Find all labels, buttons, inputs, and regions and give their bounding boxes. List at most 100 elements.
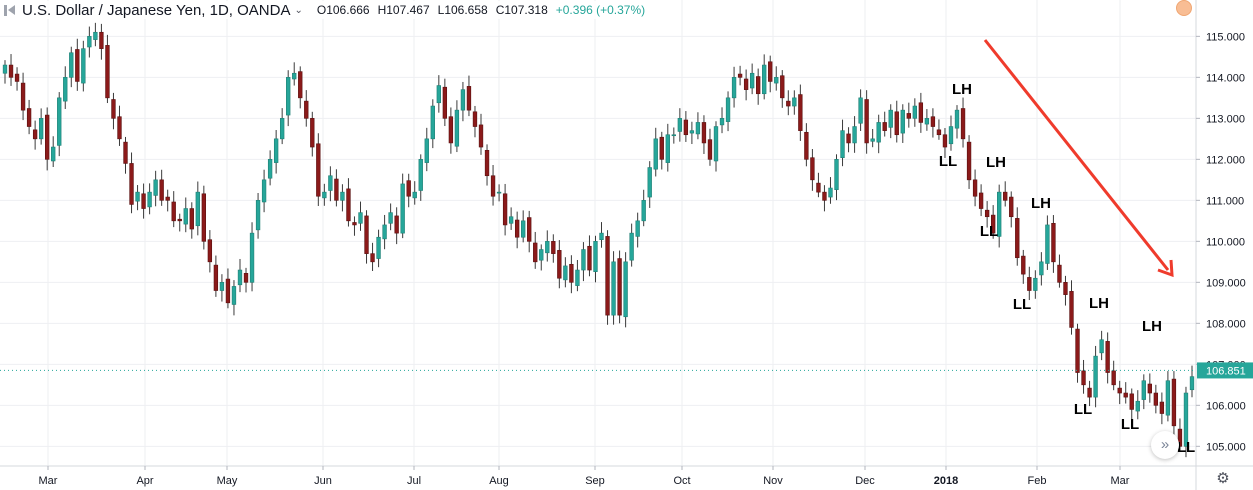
candle[interactable]	[1057, 254, 1062, 288]
candle[interactable]	[93, 22, 98, 47]
candle[interactable]	[846, 127, 851, 153]
candle[interactable]	[1069, 280, 1074, 335]
candle[interactable]	[14, 67, 20, 91]
candle[interactable]	[45, 107, 50, 171]
candle[interactable]	[255, 193, 261, 239]
candle[interactable]	[557, 240, 562, 289]
candle[interactable]	[436, 75, 441, 113]
candle[interactable]	[665, 123, 670, 172]
candle[interactable]	[617, 250, 622, 324]
candle[interactable]	[756, 68, 761, 105]
chart-series-icon[interactable]	[4, 4, 16, 16]
candle[interactable]	[159, 169, 164, 206]
candle[interactable]	[69, 46, 74, 88]
candle[interactable]	[370, 242, 375, 272]
candle[interactable]	[1039, 252, 1044, 286]
candle[interactable]	[213, 255, 219, 297]
candle[interactable]	[201, 185, 207, 250]
candle[interactable]	[858, 89, 863, 132]
candle[interactable]	[1117, 380, 1122, 405]
candle[interactable]	[273, 130, 279, 174]
candle[interactable]	[279, 108, 285, 145]
chevron-down-icon[interactable]: ⌄	[294, 4, 303, 16]
candle[interactable]	[286, 70, 291, 127]
candle[interactable]	[412, 181, 417, 205]
candle[interactable]	[798, 84, 803, 141]
candle[interactable]	[388, 203, 393, 231]
candle[interactable]	[990, 205, 996, 239]
candle[interactable]	[569, 255, 574, 294]
candle[interactable]	[731, 66, 737, 108]
candle[interactable]	[171, 191, 176, 228]
candle[interactable]	[376, 229, 381, 268]
candle[interactable]	[105, 34, 110, 104]
candle[interactable]	[153, 170, 158, 207]
candle[interactable]	[521, 210, 526, 243]
candle[interactable]	[1111, 360, 1116, 391]
candle[interactable]	[762, 54, 767, 100]
candle[interactable]	[183, 197, 188, 233]
candle[interactable]	[424, 127, 429, 172]
candle[interactable]	[635, 212, 640, 248]
candle[interactable]	[593, 235, 598, 283]
candle[interactable]	[135, 185, 140, 211]
candle[interactable]	[8, 54, 14, 86]
candle[interactable]	[123, 136, 128, 174]
candle[interactable]	[852, 116, 857, 153]
candle[interactable]	[508, 207, 514, 230]
candle[interactable]	[810, 149, 815, 191]
candle[interactable]	[292, 62, 297, 86]
candle[interactable]	[1045, 215, 1050, 270]
candle[interactable]	[81, 40, 86, 92]
candle[interactable]	[32, 120, 38, 150]
candle[interactable]	[978, 184, 984, 217]
candle[interactable]	[840, 119, 845, 167]
double-chevron-right-icon[interactable]: »	[1151, 431, 1179, 459]
candle[interactable]	[623, 252, 628, 328]
candle[interactable]	[20, 72, 26, 121]
candle[interactable]	[737, 65, 743, 86]
candle[interactable]	[1093, 345, 1098, 408]
candle[interactable]	[683, 111, 689, 142]
candle[interactable]	[695, 112, 701, 140]
candle[interactable]	[261, 169, 267, 213]
candle[interactable]	[195, 181, 200, 236]
candle[interactable]	[237, 258, 243, 293]
candle[interactable]	[997, 184, 1002, 248]
candle[interactable]	[942, 128, 948, 159]
time-axis[interactable]: Mar Apr May Jun Jul Aug Sep Oct Nov Dec 2018 Feb Mar	[0, 465, 1253, 487]
candle[interactable]	[1159, 392, 1165, 425]
candle[interactable]	[563, 257, 568, 288]
candle[interactable]	[1015, 207, 1020, 266]
candle[interactable]	[225, 268, 231, 309]
candle[interactable]	[804, 123, 809, 167]
candle[interactable]	[129, 152, 134, 214]
candle[interactable]	[749, 63, 755, 95]
candle[interactable]	[316, 133, 321, 206]
candle[interactable]	[701, 115, 707, 154]
candle[interactable]	[352, 216, 357, 236]
candle[interactable]	[1123, 382, 1128, 404]
candle[interactable]	[689, 121, 695, 145]
candle[interactable]	[177, 213, 182, 232]
candle[interactable]	[894, 100, 899, 143]
candle[interactable]	[430, 99, 435, 149]
candle[interactable]	[906, 102, 911, 128]
candle[interactable]	[1147, 373, 1152, 403]
candle[interactable]	[1165, 371, 1171, 422]
candle[interactable]	[816, 172, 821, 198]
candle[interactable]	[1099, 330, 1104, 361]
candle[interactable]	[870, 128, 875, 148]
candle[interactable]	[719, 107, 725, 134]
candle[interactable]	[545, 230, 550, 262]
candle[interactable]	[972, 169, 978, 207]
candle[interactable]	[1033, 270, 1038, 299]
candle[interactable]	[400, 173, 405, 239]
candle[interactable]	[267, 150, 273, 186]
candle[interactable]	[1009, 191, 1014, 228]
candle[interactable]	[189, 202, 194, 239]
candle[interactable]	[822, 185, 827, 212]
candle[interactable]	[304, 90, 309, 127]
price-axis[interactable]: 115.000 114.000 113.000 112.000 111.000 110.0…	[1195, 0, 1253, 490]
